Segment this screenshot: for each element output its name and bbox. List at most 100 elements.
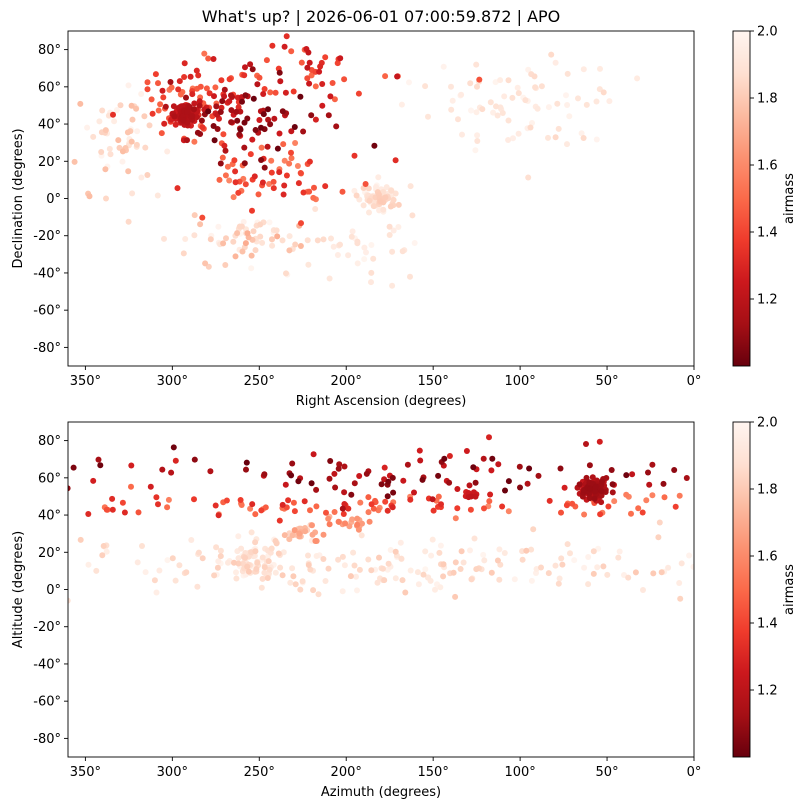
data-point: [183, 569, 190, 576]
x-tick-label: 100°: [504, 765, 535, 780]
data-point: [407, 496, 414, 503]
data-point: [454, 505, 461, 512]
data-point: [331, 509, 338, 515]
data-point: [472, 479, 479, 486]
data-point: [128, 102, 135, 109]
data-point: [598, 488, 605, 495]
y-tick-label: 60°: [38, 80, 61, 95]
data-point: [386, 223, 393, 230]
data-point: [251, 173, 258, 180]
data-point: [305, 562, 312, 568]
data-point: [600, 89, 607, 96]
data-point: [341, 76, 348, 83]
data-point: [292, 241, 299, 248]
data-point: [77, 536, 84, 543]
data-point: [294, 163, 301, 169]
data-point: [335, 556, 342, 563]
data-point: [525, 174, 532, 181]
data-point: [528, 577, 535, 584]
data-point: [335, 465, 342, 472]
data-point: [349, 516, 356, 523]
data-point: [297, 243, 304, 249]
data-point: [222, 172, 229, 179]
data-point: [449, 97, 456, 104]
data-point: [107, 151, 114, 158]
data-point: [219, 98, 226, 105]
data-point: [599, 478, 605, 485]
data-point: [215, 558, 222, 565]
data-point: [286, 247, 293, 254]
data-point: [354, 587, 360, 594]
data-point: [466, 482, 473, 489]
data-point: [330, 243, 337, 250]
x-tick-label: 200°: [331, 765, 362, 780]
data-point: [459, 131, 465, 138]
data-point: [199, 124, 206, 131]
data-point: [276, 517, 283, 524]
data-point: [144, 172, 151, 178]
data-point: [270, 178, 277, 185]
x-axis-label: Right Ascension (degrees): [296, 394, 467, 409]
data-point: [366, 518, 373, 525]
data-point: [151, 577, 158, 584]
data-point: [290, 88, 297, 95]
data-point: [269, 242, 276, 249]
data-point: [267, 89, 274, 96]
data-point: [169, 555, 176, 562]
data-point: [700, 559, 706, 565]
data-point: [117, 102, 124, 109]
data-point: [187, 73, 194, 80]
data-point: [194, 583, 201, 590]
data-point: [486, 434, 492, 441]
data-point: [259, 554, 266, 561]
data-point: [414, 569, 421, 576]
data-point: [489, 455, 496, 462]
data-point: [380, 206, 387, 213]
data-point: [268, 157, 275, 164]
data-point: [254, 81, 261, 88]
data-point: [392, 575, 399, 582]
data-point: [363, 249, 369, 256]
data-point: [191, 496, 197, 503]
data-point: [265, 558, 272, 565]
data-point: [213, 103, 220, 110]
x-tick-label: 100°: [504, 374, 535, 389]
data-point: [242, 554, 249, 561]
data-point: [193, 67, 200, 74]
data-point: [592, 488, 599, 495]
data-point: [165, 496, 172, 503]
data-point: [289, 532, 296, 539]
data-point: [22, 499, 28, 505]
data-point: [468, 107, 474, 114]
data-point: [161, 120, 168, 127]
data-point: [236, 223, 243, 230]
data-point: [274, 233, 281, 240]
data-point: [232, 253, 239, 260]
data-point: [499, 110, 506, 116]
data-point: [715, 568, 721, 574]
x-tick-label: 0°: [687, 374, 702, 389]
data-point: [339, 188, 346, 195]
data-point: [257, 233, 264, 240]
data-point: [446, 453, 453, 459]
y-tick-label: 0°: [46, 192, 61, 207]
data-point: [422, 83, 429, 90]
data-point: [219, 154, 226, 161]
colorbar-gradient: [732, 421, 751, 758]
data-point: [327, 458, 334, 464]
data-point: [217, 547, 224, 554]
data-point: [523, 547, 530, 554]
data-point: [155, 80, 161, 87]
data-point: [333, 123, 340, 130]
data-point: [292, 581, 299, 588]
data-point: [440, 573, 447, 580]
data-point: [212, 84, 219, 91]
data-point: [223, 235, 229, 242]
data-point: [268, 169, 275, 176]
data-point: [275, 550, 282, 557]
data-point: [686, 552, 693, 559]
data-point: [480, 551, 487, 558]
data-point: [85, 561, 92, 568]
data-point: [317, 63, 324, 70]
data-point: [283, 172, 290, 179]
